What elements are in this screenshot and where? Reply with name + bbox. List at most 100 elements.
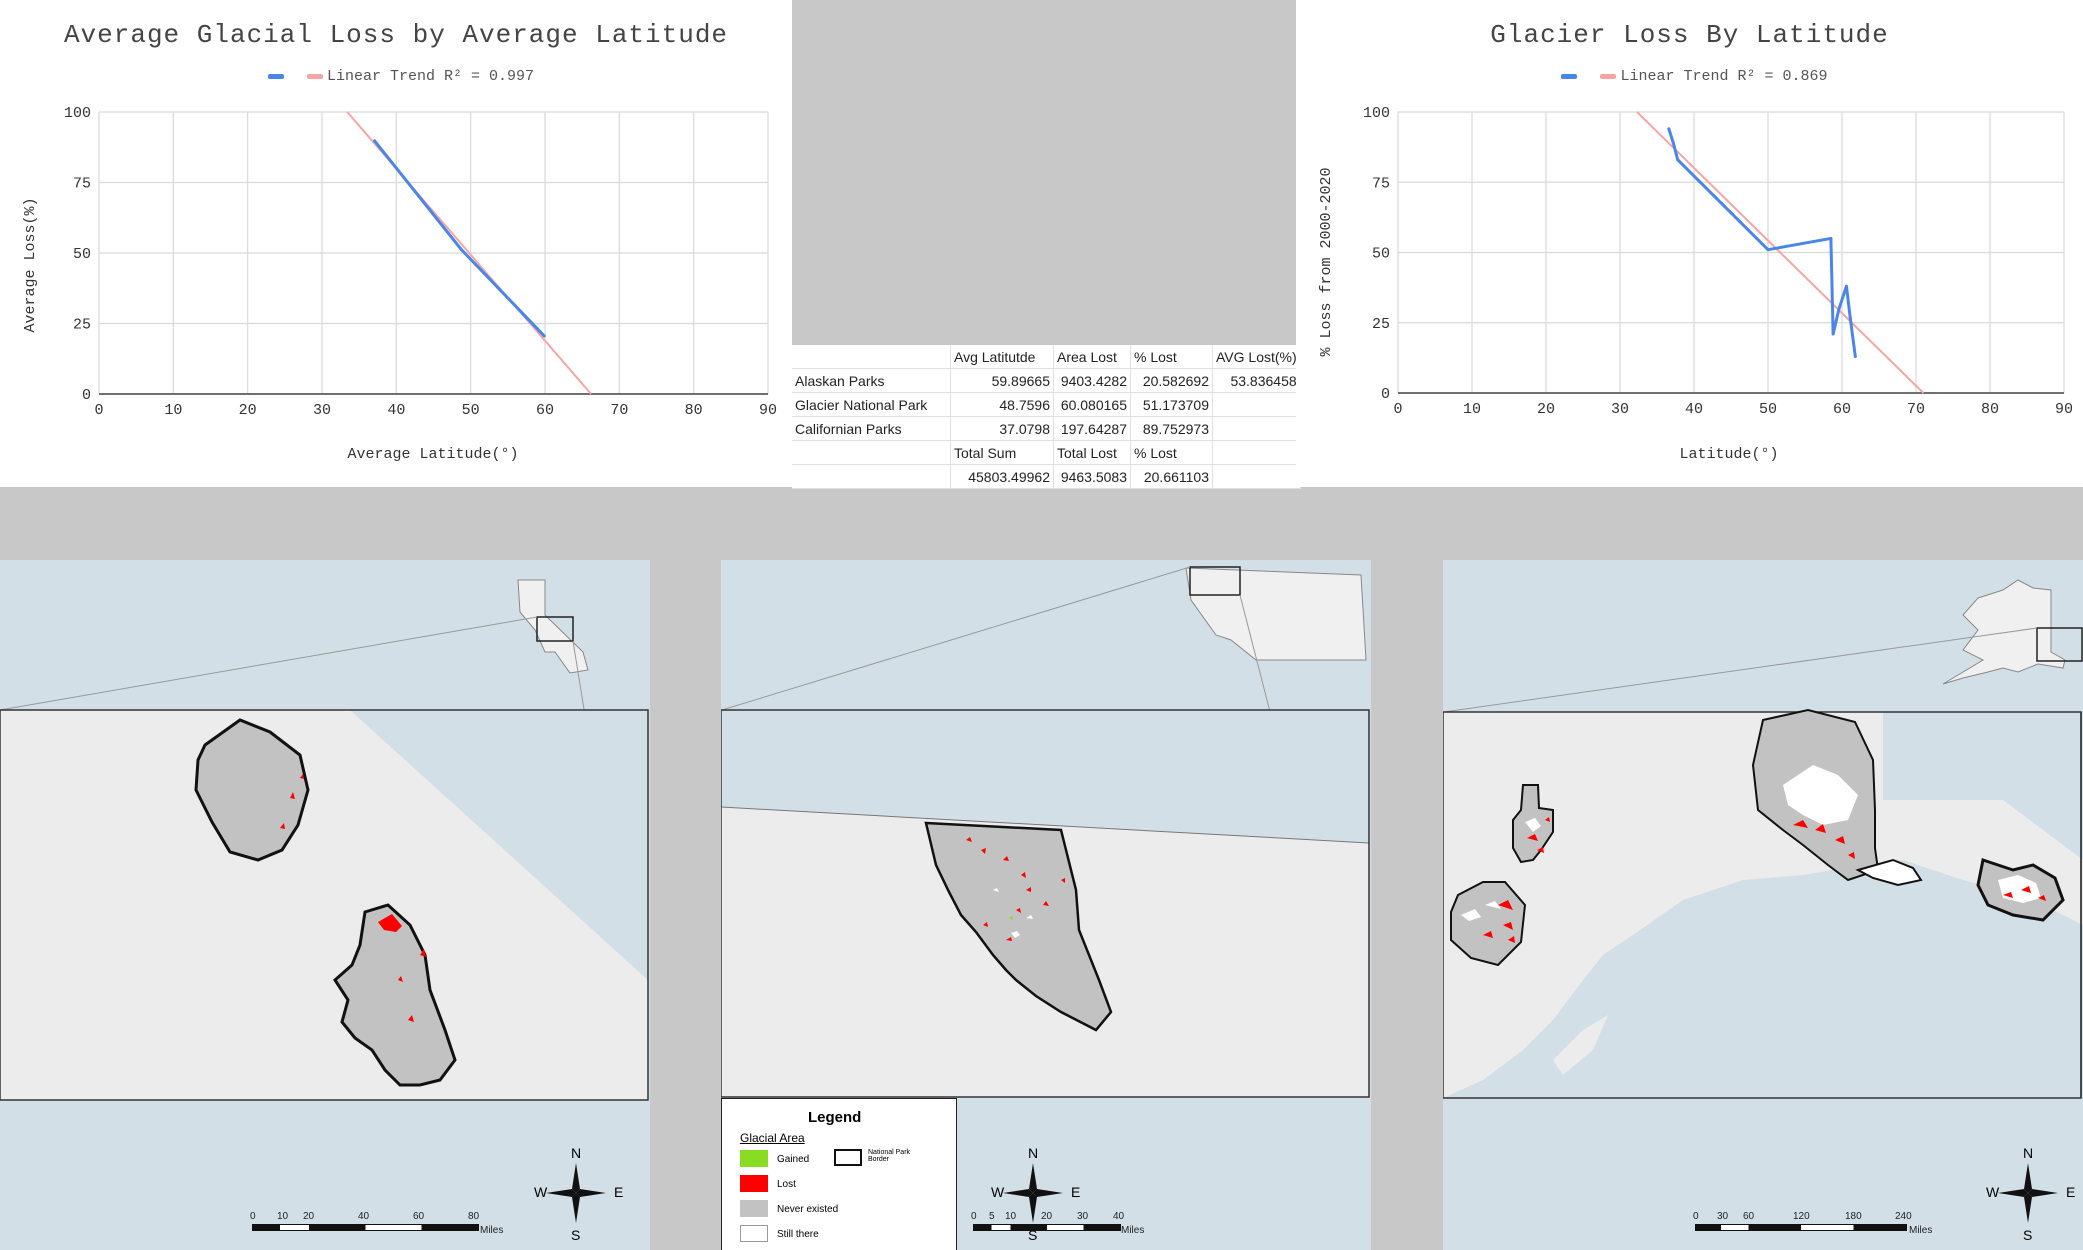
- legend-subtitle: Glacial Area: [740, 1131, 805, 1145]
- x-tick-label: 40: [1685, 401, 1703, 418]
- glacier-gained: [1009, 916, 1013, 920]
- california-map-graphic: [0, 579, 649, 1101]
- scale-tick: 30: [1717, 1211, 1729, 1222]
- scale-bar: 0 30 60 120 180 240 Miles: [1691, 1211, 1941, 1237]
- inset-water: [721, 710, 1369, 843]
- right-chart-panel: Glacier Loss By Latitude Linear Trend R²…: [1296, 0, 2083, 487]
- table-cell: 59.89665: [950, 368, 1054, 393]
- table-row: Total Sum Total Lost % Lost: [792, 440, 1301, 465]
- left-chart-xlabel: Average Latitude(°): [347, 446, 518, 463]
- data-point: [1831, 332, 1835, 336]
- alaska-map: N S W E 0 30 60 120 180 240 Miles: [1443, 560, 2083, 1250]
- y-tick-label: 50: [1372, 246, 1390, 263]
- table-cell: [1212, 464, 1301, 489]
- table-cell: Alaskan Parks: [792, 368, 951, 393]
- series-line: [1667, 127, 1857, 358]
- scale-bar-graphic: [1695, 1224, 1907, 1231]
- wrangell-lost: [2003, 886, 2046, 901]
- right-chart-legend: Linear Trend R² = 0.869: [1296, 68, 2083, 85]
- map-legend: Legend Glacial Area Gained Lost Never ex…: [721, 1098, 957, 1250]
- table-cell: 20.582692: [1130, 368, 1213, 393]
- scale-tick: 10: [1005, 1211, 1017, 1222]
- x-tick-label: 50: [1759, 401, 1777, 418]
- x-tick-label: 90: [2055, 401, 2073, 418]
- scale-tick: 20: [303, 1211, 315, 1222]
- table-cell: % Lost: [1130, 440, 1213, 465]
- y-tick-label: 50: [73, 246, 91, 263]
- right-chart-plot: Latitude(°) % Loss from 2000-2020 0 10 20 3…: [1318, 105, 2073, 463]
- table-cell: 53.836458: [1212, 368, 1301, 393]
- denali-extension: [1855, 858, 1923, 887]
- california-map: N S W E 0 10 20 40 60 80 Miles: [0, 560, 650, 1250]
- scale-tick: 60: [413, 1211, 425, 1222]
- scale-tick: 180: [1845, 1211, 1862, 1222]
- table-cell: 9463.5083: [1053, 464, 1131, 489]
- legend-trend-swatch: [306, 73, 323, 79]
- scale-bar-graphic: [973, 1224, 1121, 1231]
- data-point: [1848, 315, 1852, 319]
- x-tick-label: 50: [462, 402, 480, 419]
- scale-bar: 0 5 10 20 30 40 Miles: [969, 1211, 1144, 1237]
- x-tick-label: 70: [610, 402, 628, 419]
- inset-frame: [721, 709, 1370, 1098]
- legend-label-still-there: Still there: [777, 1229, 819, 1240]
- x-tick-label: 20: [1537, 401, 1555, 418]
- data-point: [1844, 284, 1848, 288]
- right-chart-xlabel: Latitude(°): [1679, 446, 1778, 463]
- compass-s: S: [1028, 1227, 1038, 1243]
- table-cell: [792, 464, 951, 489]
- table-cell: 37.0798: [950, 416, 1054, 441]
- scale-unit: Miles: [1121, 1225, 1145, 1236]
- montana-locator-box: [1189, 566, 1241, 596]
- right-chart-title: Glacier Loss By Latitude: [1490, 20, 1889, 50]
- data-point: [1676, 158, 1680, 162]
- table-cell: 51.173709: [1130, 392, 1213, 417]
- compass-w: W: [534, 1184, 548, 1200]
- alaska-peninsula: [1553, 1015, 1608, 1075]
- scale-tick: 5: [989, 1211, 995, 1222]
- katmai-still-there: [1461, 901, 1501, 921]
- legend-swatch-lost: [740, 1175, 768, 1192]
- y-tick-label: 0: [1381, 386, 1390, 403]
- left-chart-legend: Linear Trend R² = 0.997: [0, 68, 792, 85]
- scale-tick: 240: [1895, 1211, 1912, 1222]
- compass-n: N: [571, 1145, 582, 1161]
- scale-unit: Miles: [480, 1225, 504, 1236]
- series-line: [373, 139, 546, 338]
- scale-tick: 60: [1743, 1211, 1755, 1222]
- table-cell: [792, 345, 951, 369]
- compass-rose-icon: [546, 1163, 606, 1223]
- legend-trend-label: Linear Trend R² = 0.869: [1620, 68, 1828, 85]
- table-cell: Avg Latitutde: [950, 345, 1054, 369]
- table-cell: Glacier National Park: [792, 392, 951, 417]
- table-cell: Californian Parks: [792, 416, 951, 441]
- compass: N S W E: [1986, 1145, 2075, 1243]
- x-tick-label: 60: [1833, 401, 1851, 418]
- x-tick-label: 80: [1981, 401, 1999, 418]
- y-tick-label: 100: [1363, 105, 1390, 122]
- table-row: 45803.49962 9463.5083 20.661103: [792, 464, 1301, 489]
- legend-series-swatch: [267, 73, 284, 79]
- x-tick-label: 90: [759, 402, 777, 419]
- compass-rose-icon: [1998, 1163, 2058, 1223]
- table-cell: 60.080165: [1053, 392, 1131, 417]
- y-tick-label: 100: [64, 105, 91, 122]
- left-chart-panel: Average Glacial Loss by Average Latitude…: [0, 0, 792, 487]
- x-tick-label: 30: [1611, 401, 1629, 418]
- alaska-land: [1443, 712, 2083, 1098]
- glacier-park: [924, 821, 1113, 1032]
- glacier-np-map-graphic: [721, 566, 1370, 1098]
- california-locator-outline: [517, 579, 589, 674]
- right-chart-ylabel: % Loss from 2000-2020: [1318, 167, 1335, 356]
- inset-frame: [1443, 711, 2082, 1099]
- table-cell: [1212, 440, 1301, 465]
- legend-swatch-still-there: [740, 1225, 768, 1242]
- table-cell: Total Sum: [950, 440, 1054, 465]
- legend-label-border: National Park Border: [868, 1149, 911, 1163]
- data-point: [1671, 141, 1675, 145]
- table-cell: 197.64287: [1053, 416, 1131, 441]
- x-tick-label: 40: [387, 402, 405, 419]
- compass-w: W: [991, 1184, 1005, 1200]
- x-tick-label: 70: [1907, 401, 1925, 418]
- alaska-locator-box: [2036, 627, 2083, 662]
